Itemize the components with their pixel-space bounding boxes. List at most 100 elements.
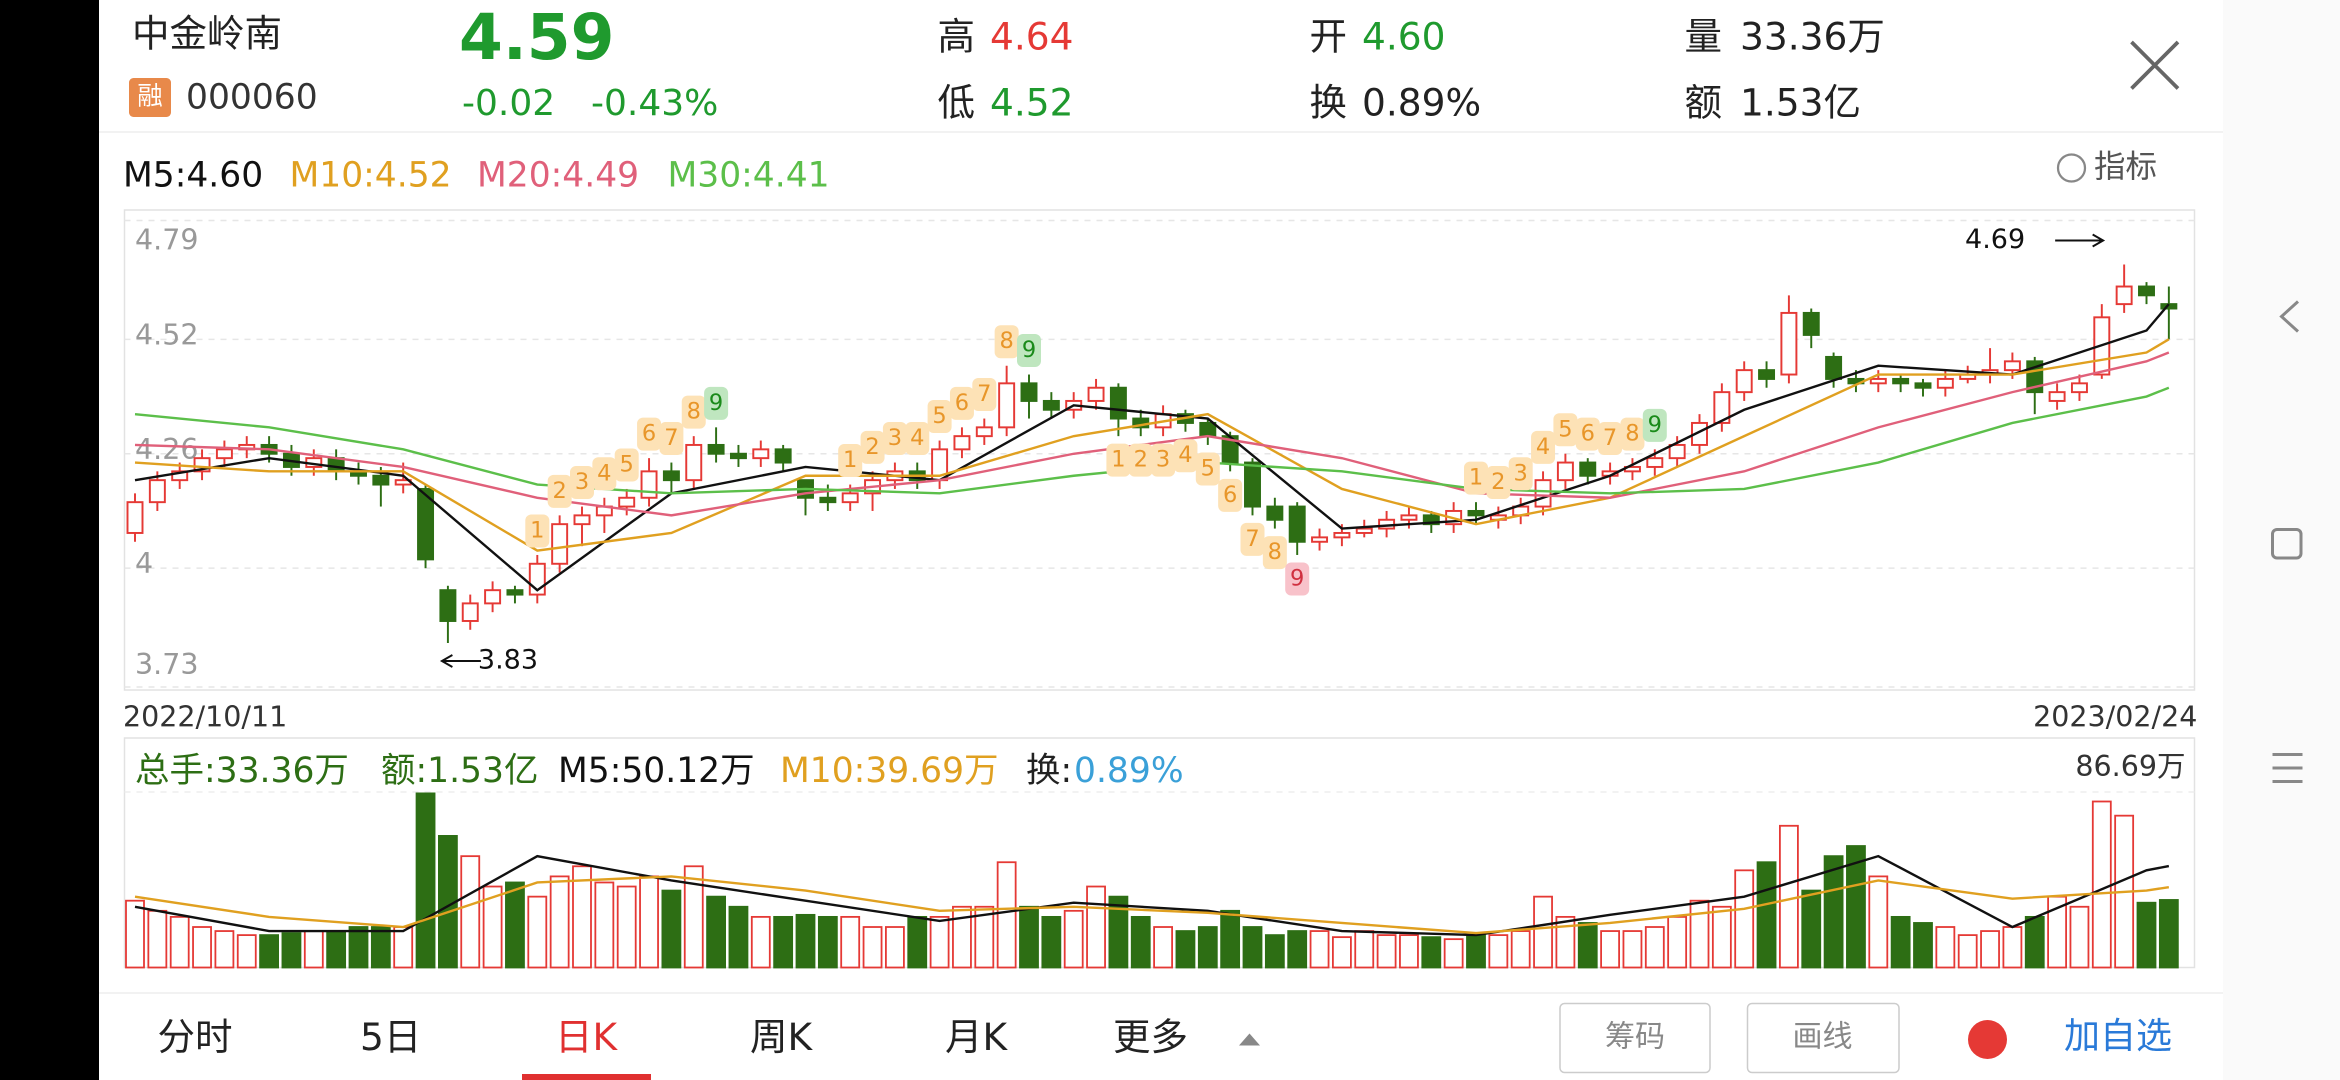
- volume-bar: [795, 913, 816, 969]
- td-bg: [882, 422, 907, 456]
- candle-body: [774, 448, 792, 464]
- candle-body: [1244, 461, 1261, 508]
- td-label: 6: [1223, 482, 1237, 508]
- button[interactable]: 加自选: [2064, 1016, 2172, 1057]
- td-bg: [681, 395, 706, 429]
- volume-bar: [549, 875, 570, 969]
- annotation-label: 4.69: [1965, 224, 2025, 255]
- button[interactable]: 画线: [1793, 1020, 1853, 1055]
- indicator-icon[interactable]: [2056, 153, 2087, 183]
- stat-label: 高: [938, 15, 976, 59]
- stock-code: 000060: [186, 78, 318, 118]
- stat-label: 量: [1685, 15, 1723, 59]
- volume-bar: [1734, 869, 1755, 969]
- add-icon[interactable]: [1968, 1020, 2007, 1059]
- volume-bar: [1667, 915, 1688, 969]
- volume-bar: [907, 915, 928, 969]
- tab[interactable]: 月K: [945, 1015, 1008, 1059]
- td-label: 5: [932, 403, 946, 429]
- candle-body: [1691, 421, 1708, 446]
- volume-bar: [1868, 875, 1889, 969]
- tab[interactable]: 周K: [750, 1015, 813, 1059]
- volume-bar: [2091, 800, 2112, 969]
- td-label: 4: [910, 425, 924, 451]
- button-frame[interactable]: [1746, 1002, 1900, 1074]
- td-bg: [1017, 334, 1041, 368]
- stat-value: 4.64: [990, 15, 1074, 59]
- candle-body: [1802, 311, 1820, 336]
- td-label: 3: [1514, 460, 1528, 486]
- volume-bar: [594, 881, 615, 969]
- candle-body: [1646, 457, 1664, 468]
- volume-bar: [1622, 930, 1643, 969]
- candle-body: [707, 443, 725, 455]
- td-bg: [704, 386, 729, 420]
- td-bg: [1151, 443, 1176, 477]
- volume-bar: [192, 926, 212, 969]
- button-frame[interactable]: [1559, 1002, 1711, 1074]
- td-label: 9: [1022, 337, 1036, 363]
- tab[interactable]: 5日: [360, 1015, 421, 1059]
- candle-body: [1333, 531, 1351, 539]
- volume-bar: [393, 926, 414, 969]
- tab[interactable]: 日K: [555, 1015, 618, 1059]
- candle-body: [1109, 386, 1127, 420]
- td-bg: [1508, 457, 1533, 491]
- candle-body: [618, 496, 636, 508]
- candle-body: [1355, 527, 1373, 534]
- candle-body: [1668, 443, 1686, 460]
- stat-value: 33.36万: [1740, 15, 1885, 59]
- volume-bar: [527, 895, 548, 969]
- change-pct: -0.43%: [591, 83, 718, 124]
- candle-body: [1780, 311, 1798, 376]
- volume-bar: [1778, 824, 1799, 969]
- volume-bar: [1153, 926, 1174, 969]
- volume-bar: [281, 932, 302, 969]
- candle-body: [662, 470, 680, 482]
- td-label: 2: [1491, 469, 1505, 495]
- volume-bar: [1935, 926, 1956, 969]
- indicator[interactable]: 指标: [2094, 149, 2157, 185]
- button[interactable]: 筹码: [1605, 1020, 1665, 1055]
- tab[interactable]: 分时: [158, 1015, 233, 1059]
- td-bg: [614, 448, 639, 482]
- td-label: 7: [1603, 425, 1617, 451]
- volume-bar: [974, 905, 995, 969]
- volume-bar: [1130, 915, 1151, 969]
- candle-body: [1087, 386, 1105, 402]
- nav-back[interactable]: [2279, 300, 2300, 333]
- candle-body: [685, 443, 703, 482]
- volume-bar: [1063, 909, 1084, 969]
- close-button[interactable]: [2130, 40, 2180, 90]
- candle-body: [126, 501, 144, 534]
- stat-value: 4.52: [990, 81, 1074, 125]
- td-label: 2: [865, 434, 879, 460]
- candle-body: [148, 479, 166, 504]
- volume-bar: [1533, 895, 1553, 969]
- td-label: 2: [552, 478, 566, 504]
- candle-body: [2138, 285, 2155, 297]
- td-label: 4: [1178, 442, 1192, 468]
- volume-bar: [1510, 930, 1531, 969]
- td-bg: [949, 386, 974, 420]
- td-label: 1: [843, 447, 857, 473]
- td-bg: [1642, 408, 1667, 442]
- tab[interactable]: 更多: [1113, 1015, 1188, 1059]
- candle-body: [1534, 479, 1552, 508]
- nav-home[interactable]: [2271, 528, 2303, 560]
- volume-bar: [147, 909, 168, 969]
- left-bar: [0, 0, 99, 1080]
- volume-bar: [616, 885, 637, 969]
- nav-menu[interactable]: [2272, 753, 2303, 783]
- td-bg: [1106, 443, 1131, 477]
- volume-ma-legend: M5:50.12万: [558, 751, 755, 791]
- volume-bar: [1846, 845, 1866, 969]
- td-bg: [1620, 417, 1645, 451]
- volume-bar: [683, 865, 704, 969]
- candle-body: [215, 448, 233, 460]
- tab-underline: [522, 1074, 651, 1080]
- td-label: 7: [977, 381, 991, 407]
- td-bg: [547, 474, 572, 508]
- volume-bar: [1711, 905, 1732, 969]
